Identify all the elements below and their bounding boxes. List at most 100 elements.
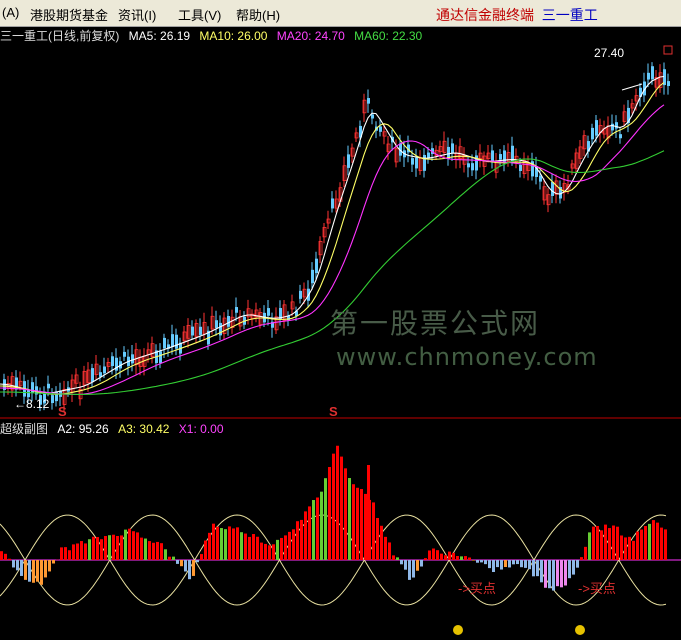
indicator-bar <box>516 560 519 565</box>
indicator-bar <box>84 543 87 560</box>
ma10-label: MA10: 26.00 <box>199 29 268 43</box>
candle-body <box>27 389 30 398</box>
indicator-bar <box>448 551 451 560</box>
candle-body <box>86 369 91 383</box>
indicator-bar <box>416 560 419 571</box>
candle-body <box>407 144 410 153</box>
menu-item-info[interactable]: 资讯(I) <box>118 8 157 23</box>
candle-body <box>491 150 494 162</box>
candle-body <box>326 218 331 224</box>
indicator-bar <box>564 560 567 586</box>
sub-chart[interactable] <box>0 434 681 640</box>
indicator-bar <box>616 526 619 560</box>
indicator-bar <box>480 560 483 563</box>
candle-body <box>302 288 307 298</box>
indicator-bar <box>436 550 439 560</box>
candle-body <box>587 141 590 152</box>
candle-body <box>399 143 402 156</box>
candle-body <box>386 143 391 153</box>
indicator-bar <box>440 553 443 560</box>
ma5-label: MA5: 26.19 <box>128 29 191 43</box>
price-chart[interactable] <box>0 44 681 420</box>
candle-body <box>362 99 367 114</box>
indicator-bar <box>180 560 183 567</box>
indicator-bar <box>424 558 427 560</box>
candle-body <box>219 322 222 336</box>
candle-body <box>411 158 414 165</box>
candle-body <box>322 227 327 238</box>
candle-body <box>318 241 323 256</box>
indicator-bar <box>136 532 139 560</box>
watermark-url: www.chnmoney.com <box>336 343 598 371</box>
candle-body <box>43 391 46 404</box>
candle-body <box>639 87 642 97</box>
indicator-bar <box>312 500 315 560</box>
wave-line-1 <box>0 514 667 606</box>
menu-item-help[interactable]: 帮助(H) <box>236 8 281 23</box>
indicator-bar <box>36 560 39 582</box>
candle-body <box>94 363 99 375</box>
menu-item-tools[interactable]: 工具(V) <box>178 8 222 23</box>
candle-body <box>506 152 511 162</box>
indicator-bar <box>544 560 547 588</box>
candle-body <box>74 374 79 384</box>
ma5-line <box>0 75 665 394</box>
indicator-bar <box>72 544 75 560</box>
indicator-bar <box>456 556 459 560</box>
indicator-bar <box>216 526 219 560</box>
candle-body <box>175 334 178 349</box>
candle-body <box>115 357 118 371</box>
buy-point-label-2: ->买点 <box>578 581 616 596</box>
candle-body <box>382 131 387 137</box>
candle-body <box>182 331 187 342</box>
indicator-bar <box>620 535 623 560</box>
candle-body <box>274 316 279 331</box>
indicator-bar <box>376 517 379 560</box>
candle-body <box>522 160 527 175</box>
candle-body <box>99 372 102 377</box>
menu-item-hk-futures[interactable]: 港股期货基金 <box>30 8 109 23</box>
indicator-bar <box>100 539 103 560</box>
candle-body <box>503 150 506 162</box>
corner-box-icon <box>663 45 673 55</box>
candle-body <box>619 134 622 139</box>
indicator-bar <box>328 467 331 560</box>
indicator-bar <box>88 539 91 560</box>
ma60-line <box>0 150 665 395</box>
indicator-bar <box>464 556 467 560</box>
indicator-bar <box>320 491 323 560</box>
indicator-bar <box>420 560 423 567</box>
indicator-bar <box>628 536 631 560</box>
candle-body <box>427 152 430 159</box>
candle-body <box>658 72 663 88</box>
chart-header: 三一重工(日线,前复权) MA5: 26.19 MA10: 26.00 MA20… <box>0 27 681 45</box>
a2-label: A2: 95.26 <box>57 422 109 436</box>
candle-body <box>131 354 134 364</box>
menu-item-a[interactable]: (A) <box>2 5 20 20</box>
candle-body <box>191 326 194 336</box>
candle-body <box>371 114 374 119</box>
indicator-bar <box>336 445 339 560</box>
candle-body <box>663 69 666 86</box>
indicator-bar <box>388 542 391 560</box>
indicator-bar <box>412 560 415 578</box>
candle-body <box>570 163 575 169</box>
indicator-bar <box>172 556 175 560</box>
indicator-bar <box>624 537 627 560</box>
candle-body <box>467 163 470 168</box>
indicator-bar <box>232 528 235 560</box>
indicator-bar <box>644 526 647 560</box>
candle-body <box>519 164 522 171</box>
indicator-bar <box>372 502 375 560</box>
indicator-bar <box>508 560 511 568</box>
candle-body <box>82 371 87 386</box>
indicator-bar <box>52 560 55 564</box>
indicator-bar <box>228 526 231 560</box>
indicator-bar <box>48 560 51 572</box>
signal-marker-1: S <box>58 404 67 419</box>
indicator-bar <box>664 529 667 560</box>
indicator-bar <box>428 550 431 560</box>
indicator-bar <box>276 539 279 560</box>
indicator-bar <box>592 526 595 560</box>
indicator-bar <box>156 541 159 560</box>
